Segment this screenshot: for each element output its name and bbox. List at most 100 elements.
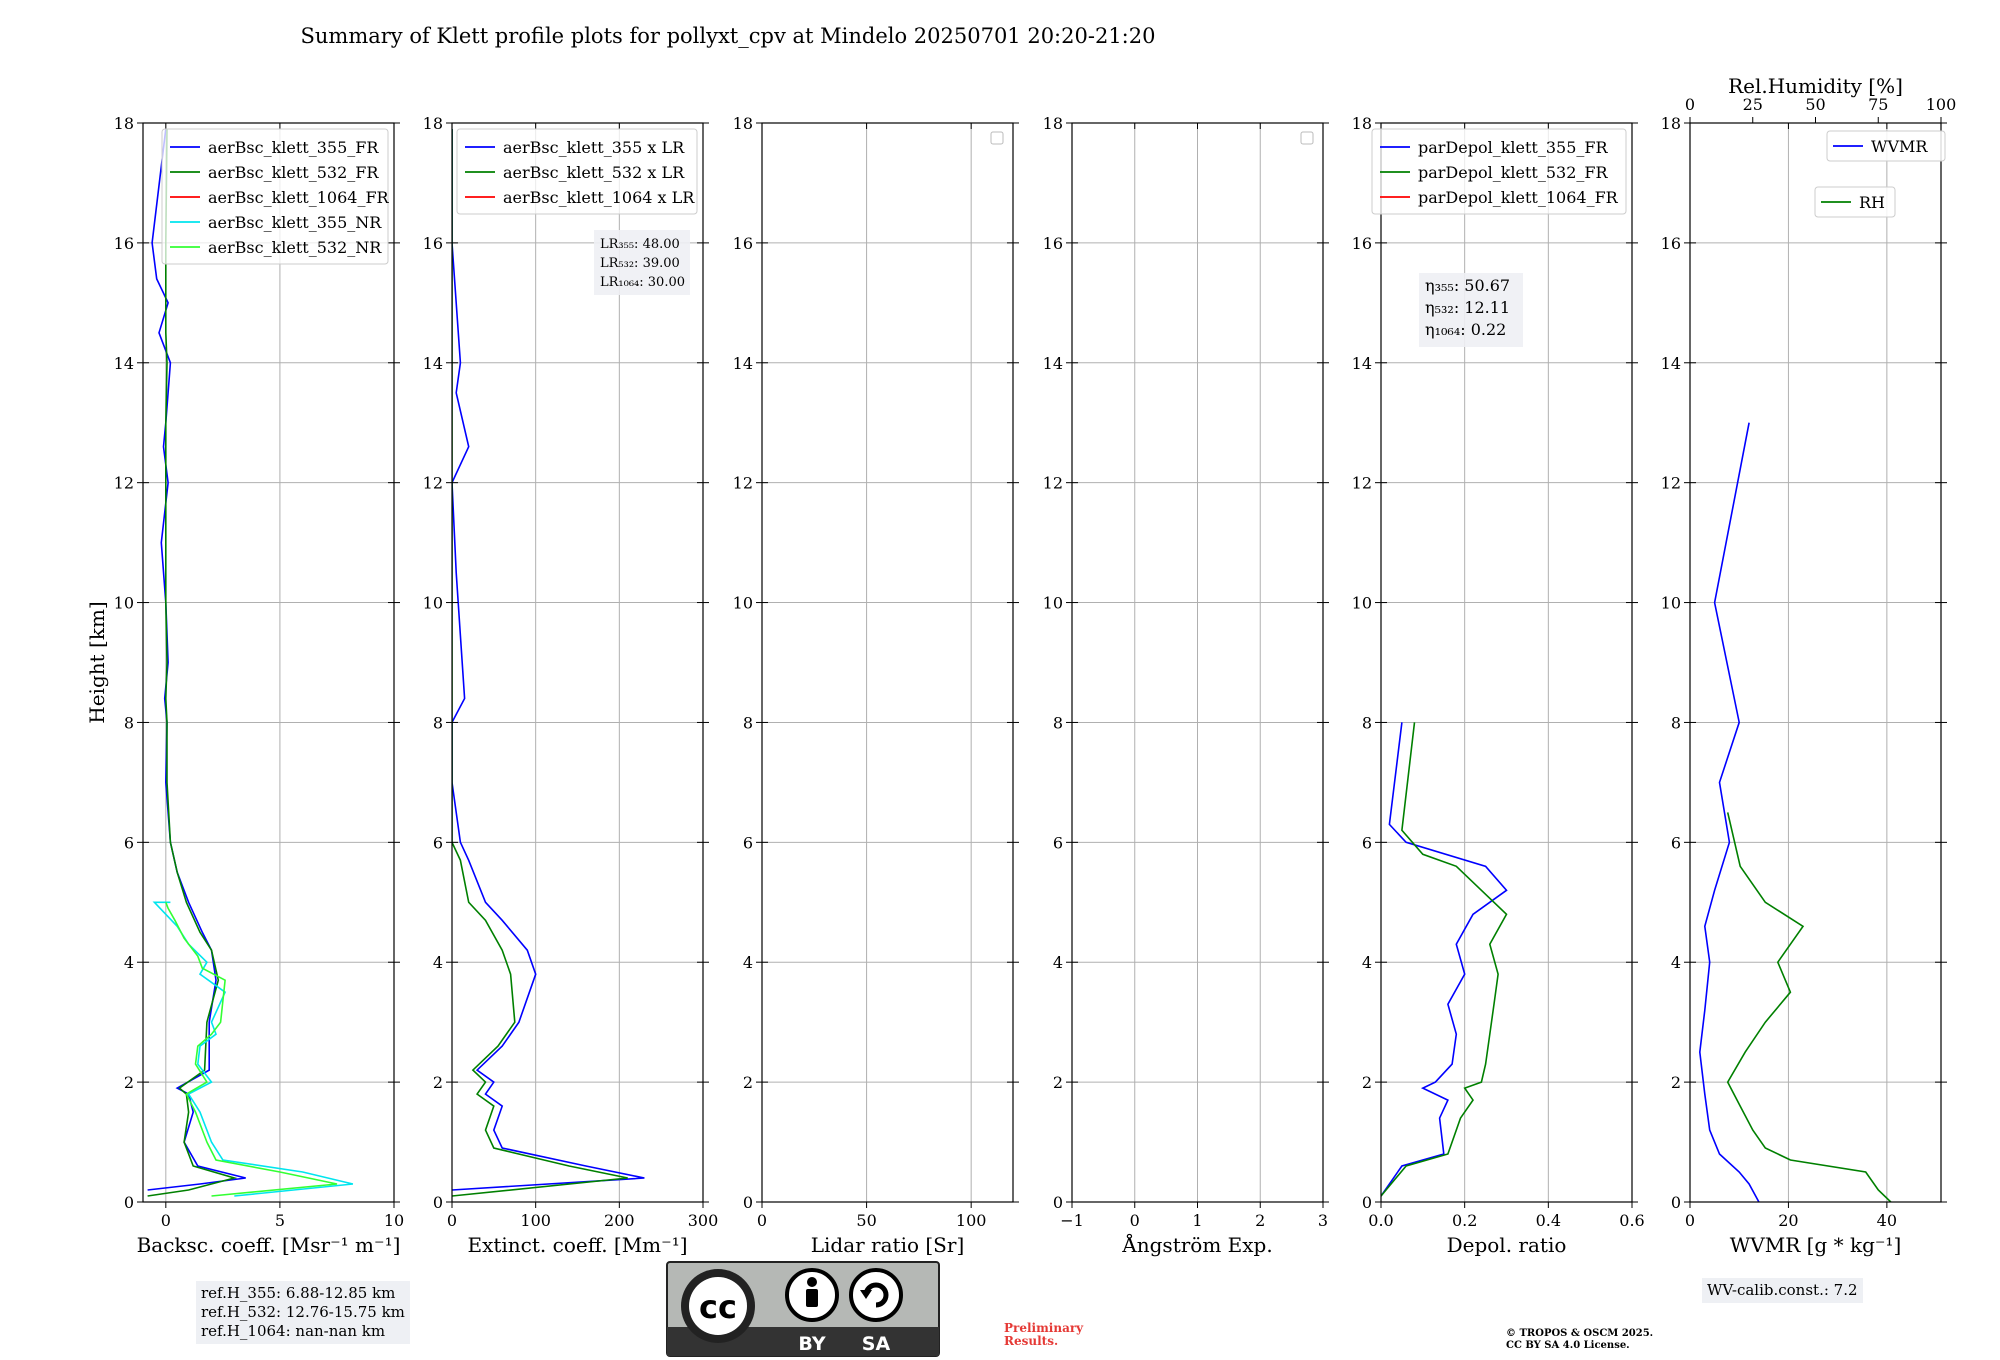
x-tick-label: 2 xyxy=(1255,1211,1265,1230)
x-tick-top-label: 50 xyxy=(1805,95,1825,114)
y-tick-label: 14 xyxy=(1043,354,1063,373)
copyright-line-1: © TROPOS & OSCM 2025. xyxy=(1506,1328,1654,1339)
y-tick-label: 0 xyxy=(1671,1193,1681,1212)
y-tick-label: 12 xyxy=(733,474,753,493)
preliminary-line-2: Results. xyxy=(1004,1334,1059,1348)
x-tick-label: 3 xyxy=(1318,1211,1328,1230)
y-tick-label: 8 xyxy=(124,713,134,732)
series-group xyxy=(1381,722,1508,1197)
x-axis-label: Extinct. coeff. [Mm⁻¹] xyxy=(467,1233,687,1257)
y-tick-label: 4 xyxy=(1053,953,1063,972)
y-tick-label: 16 xyxy=(423,234,443,253)
y-tick-label: 0 xyxy=(1053,1193,1063,1212)
y-tick-label: 18 xyxy=(1352,114,1372,133)
x-tick-label: 0.0 xyxy=(1368,1211,1393,1230)
y-tick-label: 10 xyxy=(1661,594,1681,613)
x-tick-label: 0 xyxy=(1130,1211,1140,1230)
legend-box xyxy=(1371,128,1627,215)
annotation-text: η₅₃₂: 12.11 xyxy=(1425,298,1510,317)
x-tick-label: 0.6 xyxy=(1619,1211,1644,1230)
share-alike-icon xyxy=(849,1268,903,1322)
y-tick-label: 8 xyxy=(433,713,443,732)
y-tick-label: 10 xyxy=(114,594,134,613)
axes-frame xyxy=(1380,122,1633,1203)
y-axis-label: Height [km] xyxy=(85,601,109,723)
series-line-parDepol_klett_355_FR xyxy=(1381,722,1508,1197)
cc-logo-text: cc xyxy=(699,1288,737,1326)
ref-height-532: ref.H_532: 12.76-15.75 km xyxy=(201,1303,405,1321)
attribution-head xyxy=(807,1277,817,1287)
x-tick-top-label: 0 xyxy=(1685,95,1695,114)
attribution-body xyxy=(806,1289,818,1307)
y-tick-label: 6 xyxy=(1671,833,1681,852)
annotation-text: LR₃₅₅: 48.00 xyxy=(600,237,680,252)
y-tick-label: 2 xyxy=(743,1073,753,1092)
license-logo: cc BY SA xyxy=(666,1261,940,1357)
series-line-aerBsc_klett_355 x LR xyxy=(452,129,645,1191)
x-tick-top-label: 75 xyxy=(1868,95,1888,114)
cc-circle-icon xyxy=(689,1277,747,1335)
series-line-aerBsc_klett_532_FR xyxy=(147,128,238,1197)
panel-backscatter: 0 2 4 6 8 10 12 14 16 18 0 5 10 Backsc. coeff. [Msr⁻¹… xyxy=(85,114,404,1257)
y-tick-label: 10 xyxy=(423,594,443,613)
x-tick-label: 10 xyxy=(384,1211,404,1230)
y-tick-label: 8 xyxy=(1053,713,1063,732)
y-tick-label: 14 xyxy=(423,354,443,373)
annotation-box xyxy=(1419,273,1523,347)
legend-label: aerBsc_klett_355_FR xyxy=(208,138,379,157)
y-tick-label: 2 xyxy=(433,1073,443,1092)
x-axis-label-top: Rel.Humidity [%] xyxy=(1728,74,1903,98)
y-tick-label: 18 xyxy=(733,114,753,133)
x-tick-label: 0.2 xyxy=(1452,1211,1477,1230)
y-tick-label: 16 xyxy=(733,234,753,253)
y-tick-label: 10 xyxy=(1352,594,1372,613)
legend-box xyxy=(1814,186,1896,218)
x-tick-label: 50 xyxy=(856,1211,876,1230)
legend-label: aerBsc_klett_355 x LR xyxy=(503,138,685,157)
legend-box-empty xyxy=(990,131,1004,145)
y-tick-label: 16 xyxy=(1043,234,1063,253)
x-tick-label: −1 xyxy=(1060,1211,1084,1230)
x-tick-label: 40 xyxy=(1877,1211,1897,1230)
legend-label: aerBsc_klett_1064 x LR xyxy=(503,188,695,207)
x-tick-label: 0 xyxy=(447,1211,457,1230)
y-tick-label: 6 xyxy=(1053,833,1063,852)
axes-frame xyxy=(761,122,1014,1203)
y-tick-label: 14 xyxy=(1661,354,1681,373)
ref-height-355: ref.H_355: 6.88-12.85 km xyxy=(201,1284,396,1302)
x-tick-label: 200 xyxy=(604,1211,635,1230)
series-line-aerBsc_klett_532 x LR xyxy=(452,129,628,1197)
y-tick-label: 2 xyxy=(1362,1073,1372,1092)
y-tick-label: 0 xyxy=(1362,1193,1372,1212)
annotation-text: η₃₅₅: 50.67 xyxy=(1425,276,1510,295)
ref-height-1064: ref.H_1064: nan-nan km xyxy=(201,1322,386,1340)
y-tick-label: 2 xyxy=(1671,1073,1681,1092)
y-tick-label: 18 xyxy=(1043,114,1063,133)
series-line-aerBsc_klett_532_NR xyxy=(165,902,338,1197)
series-group xyxy=(1698,422,1892,1202)
legend-label: aerBsc_klett_532 x LR xyxy=(503,163,685,182)
license-by-text: BY xyxy=(798,1333,825,1355)
annotation-text: LR₁₀₆₄: 30.00 xyxy=(600,275,685,290)
legend-label: parDepol_klett_355_FR xyxy=(1418,138,1609,157)
legend-box xyxy=(161,128,389,265)
y-tick-label: 16 xyxy=(114,234,134,253)
x-tick-label: 20 xyxy=(1778,1211,1798,1230)
y-tick-label: 12 xyxy=(423,474,443,493)
annotation-text: η₁₀₆₄: 0.22 xyxy=(1425,320,1506,339)
copyright-line-2: CC BY SA 4.0 License. xyxy=(1506,1340,1630,1351)
y-tick-label: 0 xyxy=(743,1193,753,1212)
wv-calib-text: WV-calib.const.: 7.2 xyxy=(1707,1281,1858,1299)
y-tick-label: 10 xyxy=(733,594,753,613)
axes-frame xyxy=(142,122,395,1203)
series-line-RH xyxy=(1726,812,1892,1202)
panel-lidar-ratio: 0 2 4 6 8 10 12 14 16 18 0 50 100 Lidar ratio [Sr] xyxy=(733,114,1019,1257)
x-axis-label: Lidar ratio [Sr] xyxy=(811,1233,965,1257)
x-tick-label: 0 xyxy=(161,1211,171,1230)
y-tick-label: 14 xyxy=(733,354,753,373)
wv-calib-box: WV-calib.const.: 7.2 xyxy=(1702,1278,1863,1303)
y-tick-label: 12 xyxy=(1043,474,1063,493)
